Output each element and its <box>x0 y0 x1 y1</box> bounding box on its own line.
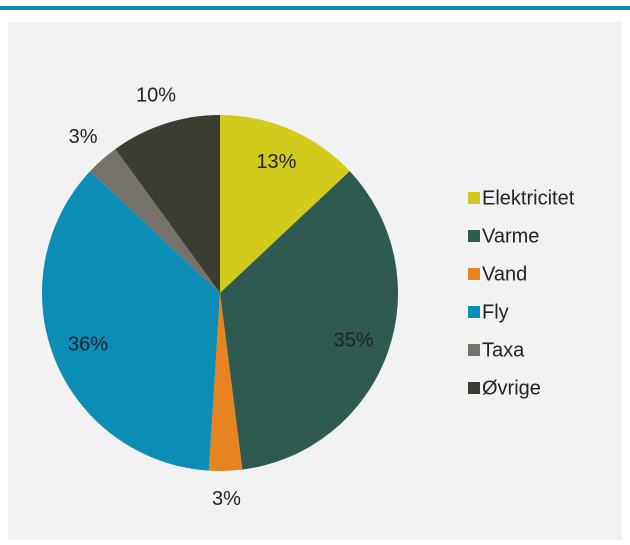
legend-label: Elektricitet <box>482 187 575 209</box>
pie-slice <box>220 115 350 293</box>
data-label: 35% <box>334 329 374 351</box>
top-rule <box>0 6 630 10</box>
data-label: 10% <box>136 84 176 106</box>
legend-swatch <box>468 306 480 318</box>
data-label: 36% <box>68 334 108 356</box>
legend-label: Taxa <box>482 339 525 361</box>
legend-label: Øvrige <box>482 377 541 399</box>
legend-swatch <box>468 344 480 356</box>
data-label: 3% <box>69 126 98 148</box>
pie-slice <box>220 171 398 470</box>
pie-slice <box>115 115 220 293</box>
legend-swatch <box>468 382 480 394</box>
data-label: 3% <box>212 488 241 510</box>
legend-swatch <box>468 192 480 204</box>
legend-swatch <box>468 230 480 242</box>
legend-label: Varme <box>482 225 539 247</box>
legend-label: Vand <box>482 263 527 285</box>
pie-slice <box>42 171 221 471</box>
pie-slice <box>208 293 243 471</box>
legend-label: Fly <box>482 301 509 323</box>
legend-swatch <box>468 268 480 280</box>
data-label: 13% <box>256 151 296 173</box>
pie-slice <box>90 148 220 293</box>
